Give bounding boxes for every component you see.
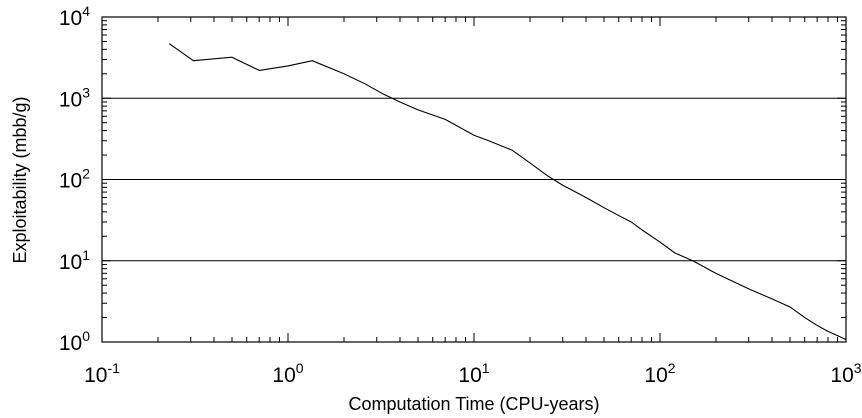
- series-line: [168, 43, 847, 341]
- axis-ticks: [101, 17, 846, 343]
- x-axis-title: Computation Time (CPU-years): [348, 394, 599, 414]
- y-tick-label: 100: [59, 328, 90, 355]
- y-axis-title: Exploitability (mbb/g): [10, 96, 30, 263]
- x-tick-labels: 10-1 100 101 102 103: [84, 360, 862, 387]
- x-tick-label: 103: [830, 360, 861, 387]
- y-tick-labels: 100 101 102 103 104: [59, 3, 90, 355]
- x-tick-label: 102: [644, 360, 675, 387]
- y-tick-label: 102: [59, 166, 90, 193]
- x-tick-label: 101: [458, 360, 489, 387]
- grid-lines: [102, 97, 846, 262]
- x-tick-label: 10-1: [84, 360, 120, 387]
- y-tick-label: 101: [59, 247, 90, 274]
- y-tick-label: 103: [59, 84, 90, 111]
- y-tick-label: 104: [59, 3, 90, 30]
- x-tick-label: 100: [272, 360, 303, 387]
